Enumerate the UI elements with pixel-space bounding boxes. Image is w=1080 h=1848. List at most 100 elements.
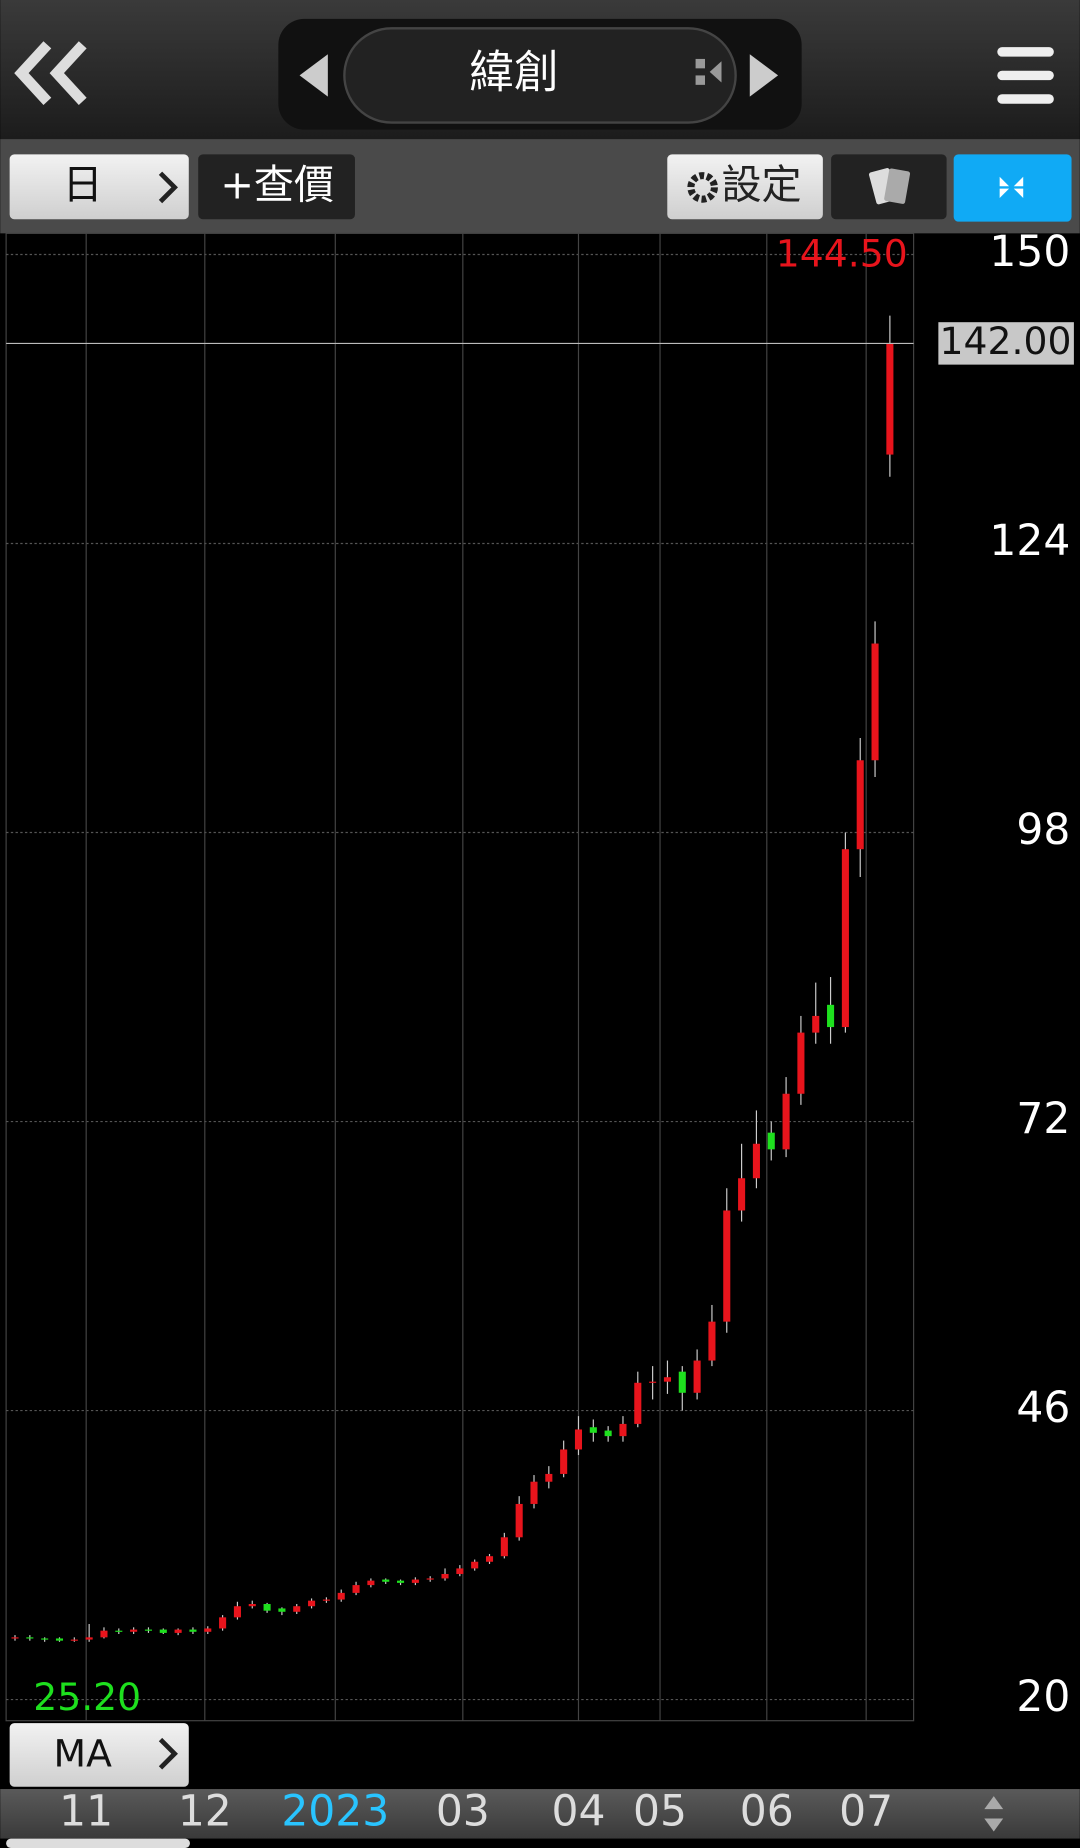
x-tick-label: 04 (552, 1787, 606, 1836)
candle-body (574, 1429, 583, 1450)
candle-body (144, 1629, 152, 1631)
candle-body (856, 760, 864, 850)
candle-body (441, 1573, 449, 1579)
candle-body (708, 1321, 716, 1361)
y-tick-label: 72 (1016, 1095, 1070, 1144)
candle-body (11, 1637, 19, 1639)
candle-body (308, 1600, 316, 1607)
candle-body (382, 1579, 390, 1582)
candle-body (649, 1381, 657, 1383)
candle-body (397, 1580, 405, 1583)
next-button[interactable] (749, 54, 779, 97)
y-tick-label: 46 (1016, 1384, 1070, 1433)
title-pill[interactable] (343, 27, 737, 124)
candle-body (767, 1132, 775, 1150)
candle-body (367, 1580, 375, 1586)
last-price-box (938, 322, 1074, 365)
y-tick-label: 20 (1016, 1673, 1070, 1722)
candle-body (545, 1473, 553, 1482)
candle-body (85, 1637, 93, 1640)
candle-body (41, 1638, 49, 1640)
x-tick-label: 07 (839, 1787, 893, 1836)
y-tick-label: 150 (989, 228, 1070, 277)
candle-body (204, 1628, 212, 1632)
y-tick-label: 98 (1016, 806, 1070, 855)
menu-button[interactable] (997, 47, 1054, 104)
candle-body (619, 1423, 627, 1437)
candle-body (738, 1178, 746, 1211)
period-arrow (158, 171, 178, 204)
candle-body (812, 1015, 820, 1033)
back-button[interactable] (14, 41, 87, 105)
candle-body (456, 1568, 464, 1574)
x-tick-label: 03 (436, 1787, 490, 1836)
candle-body (797, 1032, 805, 1094)
candle-body (130, 1629, 138, 1632)
candle-body (693, 1360, 701, 1393)
candle-body (500, 1537, 508, 1557)
candle-body (55, 1638, 64, 1641)
candle-body (263, 1603, 271, 1611)
y-tick-label: 124 (989, 517, 1070, 566)
scroll-arrows[interactable] (984, 1796, 1004, 1832)
candle-body (886, 343, 894, 455)
period-label: 日 (63, 162, 103, 208)
last-price-label: 142.00 (940, 319, 1072, 363)
x-tick-label: 05 (633, 1787, 687, 1836)
candle-body (352, 1585, 360, 1593)
candle-body (159, 1629, 167, 1633)
gear-icon (687, 172, 718, 203)
x-axis-strip (0, 1789, 1080, 1839)
candle-body (723, 1210, 731, 1322)
candle-body (293, 1606, 301, 1612)
switch-icon[interactable] (695, 58, 722, 85)
ma-label: MA (54, 1732, 113, 1776)
tab-edge (6, 1838, 190, 1848)
candle-body (70, 1639, 78, 1641)
candle-body (560, 1449, 568, 1474)
candle-body (471, 1561, 479, 1569)
min-price-label: 25.20 (33, 1675, 141, 1719)
candle-body (411, 1579, 419, 1583)
candle-body (782, 1093, 790, 1150)
rotate-icon (868, 168, 911, 205)
candle-body (100, 1630, 108, 1638)
fullscreen-button[interactable] (953, 154, 1072, 222)
period-button[interactable] (9, 154, 189, 220)
prev-button[interactable] (299, 54, 328, 97)
candle-body (337, 1592, 345, 1600)
settings-label: 設定 (722, 162, 802, 208)
stock-title: 緯創 (469, 45, 559, 98)
candle-body (233, 1606, 241, 1618)
x-tick-label: 2023 (281, 1787, 389, 1836)
candle-body (678, 1371, 686, 1393)
candle-body (26, 1637, 34, 1639)
candle-body (248, 1603, 256, 1607)
candle-body (278, 1608, 286, 1612)
x-tick-label: 12 (178, 1787, 232, 1836)
x-tick-label: 11 (59, 1787, 113, 1836)
candle-body (752, 1143, 760, 1179)
candle-body (827, 1004, 835, 1028)
quote-button[interactable] (198, 154, 355, 220)
candle-body (871, 643, 879, 761)
candle-body (219, 1617, 227, 1629)
quote-label: +查價 (220, 162, 334, 208)
candle-body (174, 1629, 182, 1633)
ma-button[interactable] (9, 1723, 189, 1787)
candle-body (426, 1578, 434, 1580)
candle-body (634, 1382, 642, 1424)
candle-body (663, 1377, 671, 1382)
candle-body (604, 1430, 612, 1437)
max-price-label: 144.50 (776, 231, 908, 275)
x-tick-label: 06 (740, 1787, 794, 1836)
settings-button[interactable] (667, 154, 823, 220)
plot-area (5, 232, 915, 1722)
candle-body (485, 1556, 494, 1562)
candle-body (189, 1629, 197, 1632)
candle-body (841, 849, 849, 1028)
collapse-icon (999, 176, 1024, 198)
candle-body (322, 1599, 330, 1601)
